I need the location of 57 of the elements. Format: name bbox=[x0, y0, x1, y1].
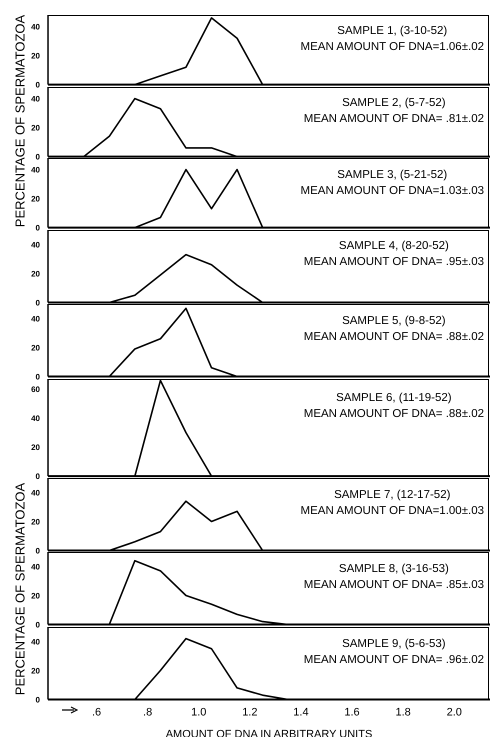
text: MEAN AMOUNT OF DNA=1.06±.02 bbox=[300, 40, 484, 56]
y-tick-label: 20 bbox=[31, 51, 41, 60]
x-axis-title: AMOUNT OF DNA IN ARBITRARY UNITS bbox=[166, 728, 372, 740]
y-tick-label: 0 bbox=[36, 224, 41, 233]
y-tick-label: 20 bbox=[31, 517, 41, 526]
text: SAMPLE 6, (11-19-52) bbox=[335, 391, 453, 406]
x-tick-label: 1.2 bbox=[242, 706, 258, 718]
text: SAMPLE 7, (12-17-52) bbox=[333, 488, 452, 503]
text: MEAN AMOUNT OF DNA= .95±.03 bbox=[304, 255, 484, 270]
y-tick-label: 40 bbox=[31, 166, 41, 175]
text: SAMPLE 5, (9-8-52) bbox=[341, 314, 447, 329]
y-tick-label: 40 bbox=[31, 314, 41, 324]
y-tick-label: 0 bbox=[36, 372, 41, 382]
y-tick-label: 20 bbox=[31, 194, 41, 204]
y-tick-label: 40 bbox=[31, 562, 41, 572]
y-tick-label: 60 bbox=[31, 384, 41, 394]
text: MEAN AMOUNT OF DNA= .81±.02 bbox=[304, 112, 484, 127]
x-tick-label: 1.4 bbox=[293, 706, 309, 718]
y-tick-label: 20 bbox=[31, 592, 41, 601]
y-axis-title: PERCENTAGE OF SPERMATOZOA bbox=[12, 482, 28, 695]
y-tick-label: 40 bbox=[31, 637, 41, 646]
text: MEAN AMOUNT OF DNA= .88±.02 bbox=[304, 330, 484, 345]
text: SAMPLE 8, (3-16-53) bbox=[338, 562, 450, 578]
y-tick-label: 0 bbox=[36, 152, 41, 162]
text: SAMPLE 3, (5-21-52) bbox=[336, 168, 448, 183]
text: MEAN AMOUNT OF DNA=1.00±.03 bbox=[300, 504, 484, 519]
text: MEAN AMOUNT OF DNA=1.03±.03 bbox=[300, 184, 484, 199]
text: SAMPLE 9, (5-6-53) bbox=[341, 636, 447, 652]
x-tick-label: 1.8 bbox=[395, 706, 411, 718]
y-tick-label: 40 bbox=[31, 488, 41, 498]
y-tick-label: 40 bbox=[31, 22, 41, 32]
y-tick-label: 20 bbox=[31, 344, 41, 353]
y-tick-label: 0 bbox=[36, 695, 41, 704]
text: SAMPLE 4, (8-20-52) bbox=[338, 239, 450, 254]
y-tick-label: 40 bbox=[31, 240, 41, 250]
text: MEAN AMOUNT OF DNA= .85±.03 bbox=[304, 578, 484, 594]
y-tick-label: 40 bbox=[31, 414, 41, 423]
x-tick-label: 2.0 bbox=[446, 706, 462, 718]
y-tick-label: 20 bbox=[31, 269, 41, 278]
y-tick-label: 20 bbox=[31, 666, 41, 676]
y-tick-label: 0 bbox=[36, 298, 41, 308]
text: MEAN AMOUNT OF DNA= .96±.02 bbox=[304, 652, 484, 668]
text: SAMPLE 1, (3-10-52) bbox=[336, 24, 448, 40]
y-tick-label: 0 bbox=[36, 546, 41, 556]
x-tick-label: 1.6 bbox=[344, 706, 360, 718]
y-tick-label: 0 bbox=[36, 472, 41, 481]
x-tick-label: .6 bbox=[92, 706, 102, 718]
y-tick-label: 20 bbox=[31, 123, 41, 132]
y-tick-label: 40 bbox=[31, 94, 41, 104]
x-tick-label: .8 bbox=[143, 706, 152, 718]
y-tick-label: 20 bbox=[31, 442, 41, 452]
x-tick-label: 1.0 bbox=[191, 706, 206, 718]
text: MEAN AMOUNT OF DNA= .88±.02 bbox=[304, 407, 484, 422]
y-tick-label: 0 bbox=[36, 620, 41, 630]
y-axis-title: PERCENTAGE OF SPERMATOZOA bbox=[12, 15, 28, 228]
y-tick-label: 0 bbox=[36, 80, 41, 90]
text: SAMPLE 2, (5-7-52) bbox=[341, 96, 447, 111]
